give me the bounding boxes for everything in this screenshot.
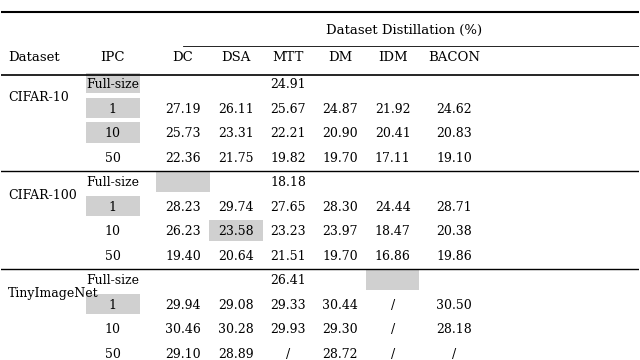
- Text: /: /: [390, 348, 395, 360]
- Text: Full-size: Full-size: [86, 274, 140, 287]
- Text: DM: DM: [328, 51, 353, 64]
- FancyBboxPatch shape: [366, 270, 419, 289]
- Text: 28.89: 28.89: [218, 348, 253, 360]
- Text: 28.71: 28.71: [436, 201, 472, 214]
- FancyBboxPatch shape: [156, 171, 210, 192]
- Text: 29.94: 29.94: [165, 299, 201, 312]
- Text: TinyImageNet: TinyImageNet: [8, 287, 99, 300]
- Text: 50: 50: [105, 250, 121, 263]
- Text: 23.23: 23.23: [270, 225, 306, 238]
- Text: 23.31: 23.31: [218, 127, 254, 140]
- Text: 23.58: 23.58: [218, 225, 253, 238]
- Text: 24.44: 24.44: [375, 201, 410, 214]
- Text: 21.75: 21.75: [218, 152, 253, 165]
- FancyBboxPatch shape: [209, 220, 262, 240]
- Text: 1: 1: [109, 299, 117, 312]
- Text: 29.93: 29.93: [270, 323, 306, 337]
- Text: 27.65: 27.65: [270, 201, 306, 214]
- Text: 30.44: 30.44: [323, 299, 358, 312]
- Text: 24.62: 24.62: [436, 103, 472, 116]
- Text: 21.92: 21.92: [375, 103, 410, 116]
- Text: Full-size: Full-size: [86, 176, 140, 189]
- Text: 28.18: 28.18: [436, 323, 472, 337]
- Text: 1: 1: [109, 103, 117, 116]
- Text: 28.23: 28.23: [165, 201, 201, 214]
- FancyBboxPatch shape: [86, 98, 140, 118]
- FancyBboxPatch shape: [86, 294, 140, 314]
- FancyBboxPatch shape: [86, 196, 140, 216]
- Text: /: /: [452, 348, 456, 360]
- Text: 26.11: 26.11: [218, 103, 254, 116]
- Text: DC: DC: [173, 51, 193, 64]
- Text: 23.97: 23.97: [323, 225, 358, 238]
- Text: 18.18: 18.18: [270, 176, 306, 189]
- Text: 22.36: 22.36: [165, 152, 201, 165]
- Text: /: /: [390, 299, 395, 312]
- Text: 28.72: 28.72: [323, 348, 358, 360]
- FancyBboxPatch shape: [86, 73, 140, 94]
- Text: 21.51: 21.51: [270, 250, 306, 263]
- Text: 20.64: 20.64: [218, 250, 254, 263]
- Text: BACON: BACON: [428, 51, 480, 64]
- Text: 19.40: 19.40: [165, 250, 201, 263]
- Text: MTT: MTT: [273, 51, 304, 64]
- Text: 10: 10: [105, 127, 121, 140]
- Text: Dataset: Dataset: [8, 51, 60, 64]
- Text: 25.73: 25.73: [165, 127, 201, 140]
- Text: 28.30: 28.30: [323, 201, 358, 214]
- Text: 29.30: 29.30: [323, 323, 358, 337]
- Text: 19.82: 19.82: [270, 152, 306, 165]
- Text: 19.10: 19.10: [436, 152, 472, 165]
- Text: 27.19: 27.19: [165, 103, 201, 116]
- Text: CIFAR-100: CIFAR-100: [8, 189, 77, 202]
- Text: 26.41: 26.41: [270, 274, 306, 287]
- Text: DSA: DSA: [221, 51, 251, 64]
- Text: 29.08: 29.08: [218, 299, 253, 312]
- Text: /: /: [286, 348, 291, 360]
- Text: 29.33: 29.33: [270, 299, 306, 312]
- Text: Full-size: Full-size: [86, 78, 140, 91]
- Text: 30.50: 30.50: [436, 299, 472, 312]
- Text: 50: 50: [105, 152, 121, 165]
- Text: 22.21: 22.21: [270, 127, 306, 140]
- Text: 17.11: 17.11: [375, 152, 410, 165]
- Text: Dataset Distillation (%): Dataset Distillation (%): [326, 24, 483, 37]
- Text: 16.86: 16.86: [374, 250, 411, 263]
- Text: 50: 50: [105, 348, 121, 360]
- Text: 29.10: 29.10: [165, 348, 201, 360]
- Text: IDM: IDM: [378, 51, 408, 64]
- Text: 24.91: 24.91: [270, 78, 306, 91]
- Text: 10: 10: [105, 225, 121, 238]
- Text: 19.70: 19.70: [323, 152, 358, 165]
- Text: 19.70: 19.70: [323, 250, 358, 263]
- Text: 19.86: 19.86: [436, 250, 472, 263]
- Text: IPC: IPC: [100, 51, 125, 64]
- Text: 24.87: 24.87: [323, 103, 358, 116]
- Text: 20.41: 20.41: [375, 127, 410, 140]
- Text: 26.23: 26.23: [165, 225, 201, 238]
- Text: CIFAR-10: CIFAR-10: [8, 91, 68, 104]
- Text: 20.38: 20.38: [436, 225, 472, 238]
- Text: 18.47: 18.47: [375, 225, 410, 238]
- Text: 1: 1: [109, 201, 117, 214]
- Text: 29.74: 29.74: [218, 201, 253, 214]
- Text: /: /: [390, 323, 395, 337]
- Text: 10: 10: [105, 323, 121, 337]
- Text: 30.28: 30.28: [218, 323, 254, 337]
- FancyBboxPatch shape: [86, 122, 140, 143]
- Text: 20.83: 20.83: [436, 127, 472, 140]
- Text: 25.67: 25.67: [270, 103, 306, 116]
- Text: 20.90: 20.90: [323, 127, 358, 140]
- Text: 30.46: 30.46: [165, 323, 201, 337]
